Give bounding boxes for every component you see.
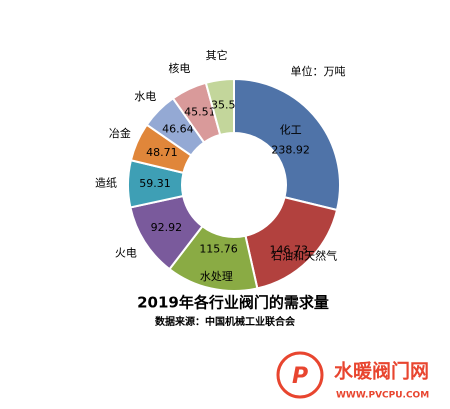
value-label: 45.51 — [184, 106, 216, 119]
value-label: 35.5 — [211, 99, 236, 112]
category-label: 化工 — [280, 122, 302, 136]
category-label: 核电 — [168, 61, 190, 75]
category-label: 冶金 — [109, 126, 131, 140]
value-label: 48.71 — [146, 146, 178, 159]
category-label: 造纸 — [95, 176, 117, 190]
value-label: 115.76 — [199, 242, 238, 255]
watermark: P 水暖阀门网 WWW.PVCPU.COM — [276, 351, 429, 401]
chart-title: 2019年各行业阀门的需求量 — [137, 294, 329, 312]
chart-subtitle: 数据来源：中国机械工业联合会 — [155, 315, 295, 328]
donut-slice — [204, 77, 235, 137]
unit-label: 单位：万吨 — [291, 64, 346, 78]
watermark-url: WWW.PVCPU.COM — [336, 391, 429, 401]
value-label: 46.64 — [162, 122, 194, 135]
category-label: 水处理 — [200, 270, 233, 283]
category-label: 火电 — [115, 247, 137, 260]
logo-ring — [276, 351, 324, 399]
category-label: 石油和天然气 — [271, 248, 337, 262]
category-label: 水电 — [134, 90, 156, 103]
value-label: 238.92 — [271, 143, 310, 156]
logo-letter: P — [292, 364, 308, 389]
watermark-name: 水暖阀门网 — [334, 360, 429, 383]
value-label: 92.92 — [151, 221, 183, 234]
value-label: 59.31 — [139, 177, 171, 190]
value-label: 146.73 — [269, 244, 308, 257]
category-label: 其它 — [206, 48, 228, 62]
donut-slice — [233, 77, 341, 212]
